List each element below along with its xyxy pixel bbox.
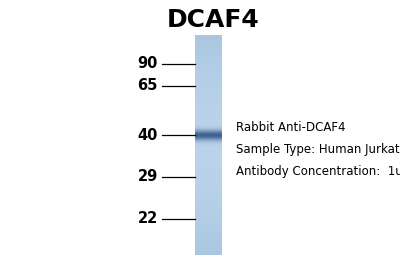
Text: DCAF4: DCAF4 xyxy=(167,8,260,32)
Text: 29: 29 xyxy=(138,169,158,184)
Text: 65: 65 xyxy=(138,78,158,93)
Text: 22: 22 xyxy=(138,211,158,226)
Text: Rabbit Anti-DCAF4: Rabbit Anti-DCAF4 xyxy=(236,121,346,134)
Text: Antibody Concentration:  1ug/mL: Antibody Concentration: 1ug/mL xyxy=(236,165,400,178)
Text: 90: 90 xyxy=(138,56,158,71)
Text: Sample Type: Human Jurkat: Sample Type: Human Jurkat xyxy=(236,143,400,156)
Text: 40: 40 xyxy=(138,128,158,143)
